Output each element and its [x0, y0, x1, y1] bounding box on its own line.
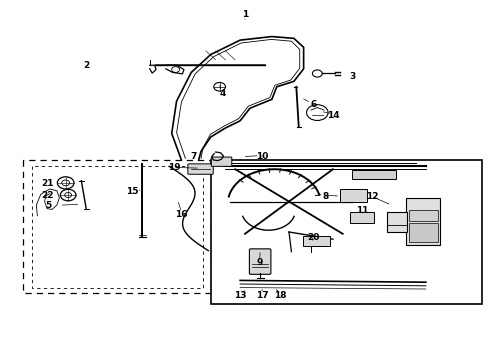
Bar [406, 198, 441, 244]
Bar [352, 170, 396, 179]
Bar [350, 212, 374, 223]
Text: 21: 21 [41, 179, 53, 188]
Text: 14: 14 [327, 111, 339, 120]
Text: 4: 4 [220, 89, 226, 98]
Text: 12: 12 [366, 192, 378, 201]
Bar [409, 223, 438, 242]
Bar [340, 189, 367, 202]
Bar [211, 160, 482, 304]
Text: 13: 13 [234, 291, 246, 300]
FancyBboxPatch shape [188, 164, 213, 174]
Text: 20: 20 [307, 233, 319, 242]
Text: 10: 10 [256, 152, 269, 161]
Text: 7: 7 [191, 152, 197, 161]
Text: 1: 1 [242, 10, 248, 19]
Text: 6: 6 [310, 100, 317, 109]
Text: 18: 18 [274, 291, 287, 300]
Text: 19: 19 [168, 163, 180, 172]
Text: 5: 5 [46, 201, 52, 210]
Text: 16: 16 [175, 210, 188, 219]
FancyBboxPatch shape [249, 249, 271, 274]
Bar [409, 211, 438, 221]
Text: 17: 17 [256, 291, 269, 300]
Bar [387, 212, 407, 232]
Bar [303, 235, 330, 246]
Text: 15: 15 [126, 187, 139, 196]
FancyBboxPatch shape [211, 157, 232, 166]
Text: 2: 2 [83, 61, 89, 70]
Text: 9: 9 [256, 258, 263, 267]
Text: 22: 22 [41, 190, 53, 199]
Text: 8: 8 [322, 192, 329, 201]
Text: 3: 3 [349, 72, 356, 81]
Text: 11: 11 [356, 206, 368, 215]
